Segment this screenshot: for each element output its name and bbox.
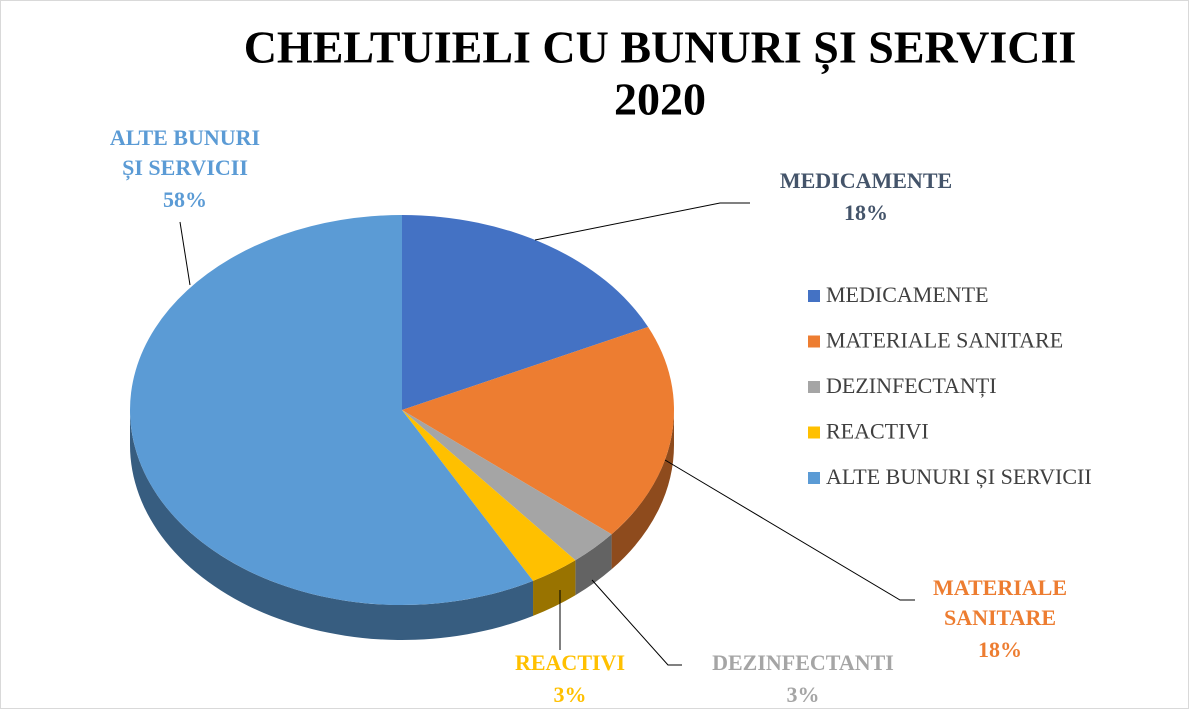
slice-side <box>611 410 674 570</box>
legend-label: MEDICAMENTE <box>826 282 989 307</box>
leader-line <box>591 579 682 666</box>
data-label: DEZINFECTANTI <box>712 650 894 675</box>
slice <box>402 410 612 561</box>
legend-label: DEZINFECTANȚI <box>826 373 997 398</box>
legend-swatch <box>808 472 820 484</box>
data-label: 18% <box>844 200 888 225</box>
slice-side <box>533 560 576 616</box>
data-label: SANITARE <box>944 605 1056 630</box>
data-label: ȘI SERVICII <box>122 155 248 181</box>
leader-line <box>534 202 750 241</box>
slice-side <box>575 534 612 596</box>
slice <box>402 326 674 535</box>
data-label: 18% <box>978 637 1022 662</box>
leader-line <box>664 459 915 601</box>
legend-label: MATERIALE SANITARE <box>826 328 1063 353</box>
legend-label: ALTE BUNURI ȘI SERVICII <box>826 464 1092 489</box>
slice <box>130 215 534 605</box>
data-label: 58% <box>163 187 207 212</box>
legend-swatch <box>808 290 820 302</box>
data-label: MEDICAMENTE <box>780 168 952 193</box>
data-label: MATERIALE <box>933 575 1067 600</box>
chart-title: 2020 <box>614 74 706 125</box>
data-label: ALTE BUNURI <box>110 125 260 150</box>
legend-swatch <box>808 335 820 348</box>
legend-swatch <box>808 426 820 439</box>
slice <box>402 410 576 581</box>
slice <box>402 215 649 410</box>
data-label: 3% <box>787 682 820 707</box>
slice-side <box>130 410 534 640</box>
data-label: REACTIVI <box>515 650 625 675</box>
legend-swatch <box>808 381 820 393</box>
leader-line <box>179 221 191 286</box>
chart-title: CHELTUIELI CU BUNURI ȘI SERVICII <box>244 22 1077 75</box>
legend-label: REACTIVI <box>826 419 929 444</box>
data-label: 3% <box>554 682 587 707</box>
